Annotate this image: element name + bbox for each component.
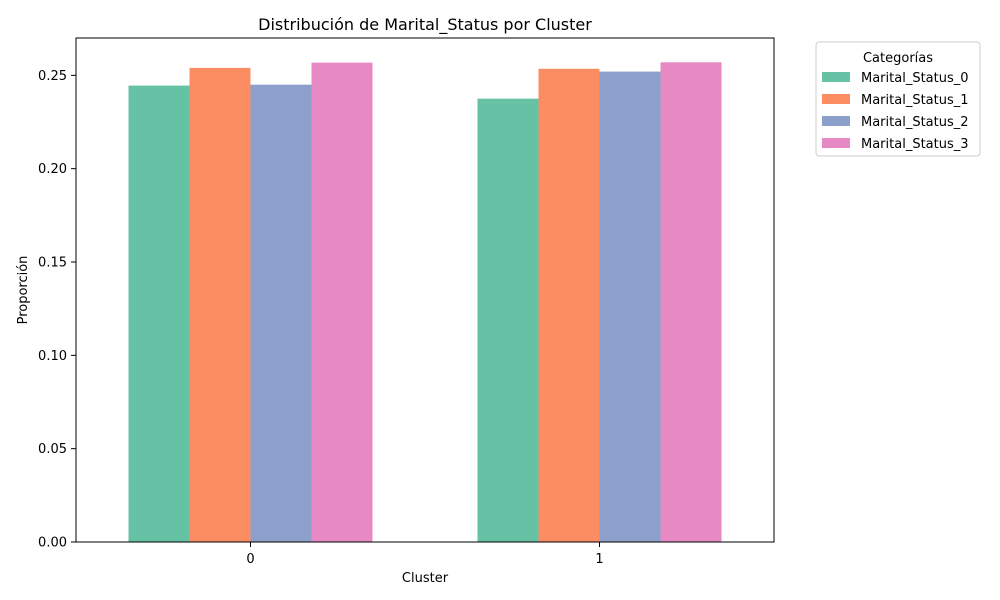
bar: [660, 62, 722, 543]
y-tick-label: 0.25: [38, 69, 67, 84]
y-tick-label: 0.10: [38, 349, 67, 364]
bar: [311, 62, 373, 542]
bar: [477, 98, 539, 543]
legend-swatch: [822, 116, 850, 126]
legend: Categorías Marital_Status_0 Marital_Statu…: [815, 41, 981, 157]
bar: [189, 67, 251, 542]
y-tick-label: 0.00: [38, 536, 67, 551]
bar: [599, 71, 661, 542]
legend-swatch: [822, 94, 850, 104]
bar: [128, 85, 190, 542]
y-axis-title: Proporción: [16, 256, 31, 325]
x-tick-label: 0: [246, 552, 254, 567]
bar: [538, 68, 600, 543]
legend-swatch: [822, 138, 850, 148]
y-tick-label: 0.05: [38, 442, 67, 457]
legend-frame: [815, 41, 981, 157]
legend-label: Marital_Status_3: [861, 137, 969, 152]
x-tick-label: 1: [595, 552, 603, 567]
bar: [250, 84, 312, 543]
y-tick-label: 0.15: [38, 256, 67, 271]
legend-label: Marital_Status_0: [861, 71, 969, 86]
y-tick-label: 0.20: [38, 162, 67, 177]
axes-frame: [75, 37, 775, 543]
plot-area: 0 1 0.00 0.05 0.10 0.15 0.20 0.25: [38, 37, 775, 567]
legend-title: Categorías: [863, 51, 933, 66]
chart-title: Distribución de Marital_Status por Clust…: [258, 15, 592, 35]
legend-label: Marital_Status_2: [861, 115, 969, 130]
legend-swatch: [822, 72, 850, 82]
legend-label: Marital_Status_1: [861, 93, 969, 108]
x-axis-title: Cluster: [402, 571, 449, 586]
